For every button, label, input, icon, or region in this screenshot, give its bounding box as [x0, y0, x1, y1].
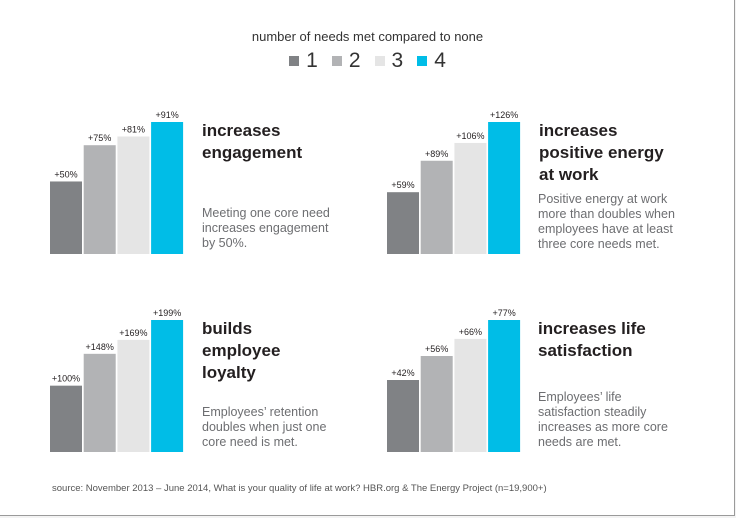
bar-value-label: +199% [153, 308, 181, 318]
legend-item-2: 2 [331, 49, 361, 73]
bar-4 [488, 122, 521, 254]
heading-line: increases life [538, 319, 646, 338]
bar-1 [50, 385, 82, 452]
description-line: employees have at least [538, 222, 673, 236]
bar-value-label: +91% [155, 110, 178, 120]
legend-label: 3 [391, 49, 404, 72]
description-line: Employees’ retention [202, 405, 319, 419]
panel-heading: increases life satisfaction [538, 318, 708, 362]
bar-value-label: +148% [86, 342, 114, 352]
description-line: by 50%. [202, 236, 248, 250]
panel-heading: builds employee loyalty [202, 318, 372, 384]
panel-description: Positive energy at work more than double… [538, 192, 703, 252]
bar-value-label: +169% [119, 328, 147, 338]
description-line: doubles when just one [202, 420, 327, 434]
panel-description: Meeting one core need increases engageme… [202, 206, 367, 251]
panel-description: Employees’ retention doubles when just o… [202, 405, 367, 450]
bar-4 [151, 122, 184, 254]
heading-line: employee [202, 341, 281, 360]
bar-value-label: +81% [122, 125, 145, 135]
bar-value-label: +106% [456, 131, 484, 141]
heading-line: builds [202, 319, 253, 338]
bar-1 [387, 380, 419, 452]
bar-3 [454, 338, 487, 452]
bar-value-label: +75% [88, 133, 111, 143]
bar-2 [420, 356, 453, 452]
bar-2 [83, 145, 116, 254]
bar-2 [83, 353, 116, 452]
legend-label: 2 [348, 49, 361, 72]
description-line: Employees’ life [538, 390, 622, 404]
description-line: more than doubles when [538, 207, 675, 221]
legend-label: 4 [434, 49, 446, 72]
bar-value-label: +56% [425, 344, 448, 354]
legend-swatch [331, 56, 342, 66]
chart-engagement: +50% +75% +81% +91% [50, 110, 184, 254]
legend-swatch [289, 56, 300, 66]
panel-description: Employees’ life satisfaction steadily in… [538, 390, 703, 450]
bar-3 [454, 142, 487, 254]
bar-4 [488, 320, 521, 452]
heading-line: at work [539, 165, 599, 184]
description-line: increases engagement [202, 221, 329, 235]
bar-value-label: +77% [492, 308, 515, 318]
panel-heading: increases positive energy at work [539, 120, 709, 186]
bar-value-label: +126% [490, 110, 518, 120]
chart-positive-energy: +59% +89% +106% +126% [387, 110, 521, 254]
bar-1 [387, 192, 419, 254]
legend-item-4: 4 [417, 49, 446, 73]
legend-title: number of needs met compared to none [251, 29, 484, 44]
chart-loyalty: +100% +148% +169% +199% [50, 308, 184, 452]
legend-item-3: 3 [374, 49, 404, 73]
heading-line: increases [539, 121, 618, 140]
description-line: core need is met. [202, 435, 298, 449]
bar-value-label: +100% [52, 374, 80, 384]
heading-line: loyalty [202, 363, 256, 382]
heading-line: increases [202, 121, 281, 140]
source-note: source: November 2013 – June 2014, What … [52, 483, 547, 494]
heading-line: satisfaction [538, 341, 633, 360]
bar-value-label: +42% [391, 368, 414, 378]
bar-value-label: +50% [54, 169, 77, 179]
legend-item-1: 1 [289, 49, 318, 73]
heading-line: engagement [202, 143, 303, 162]
description-line: Positive energy at work [538, 192, 668, 206]
bar-value-label: +59% [391, 180, 414, 190]
bar-3 [117, 136, 150, 254]
panel-heading: increases engagement [202, 120, 372, 164]
legend: 1 2 3 4 [0, 49, 735, 73]
bar-value-label: +89% [425, 149, 448, 159]
description-line: increases as more core [538, 420, 668, 434]
chart-life-satisfaction: +42% +56% +66% +77% [387, 308, 521, 452]
description-line: Meeting one core need [202, 206, 330, 220]
bar-2 [420, 160, 453, 254]
bar-4 [151, 320, 184, 452]
legend-label: 1 [306, 49, 318, 72]
description-line: needs are met. [538, 435, 622, 449]
description-line: three core needs met. [538, 237, 660, 251]
bar-value-label: +66% [459, 327, 482, 337]
legend-swatch [374, 56, 385, 66]
heading-line: positive energy [539, 143, 664, 162]
bar-1 [50, 181, 82, 254]
legend-swatch [417, 56, 428, 66]
bar-3 [117, 339, 150, 452]
description-line: satisfaction steadily [538, 405, 647, 419]
